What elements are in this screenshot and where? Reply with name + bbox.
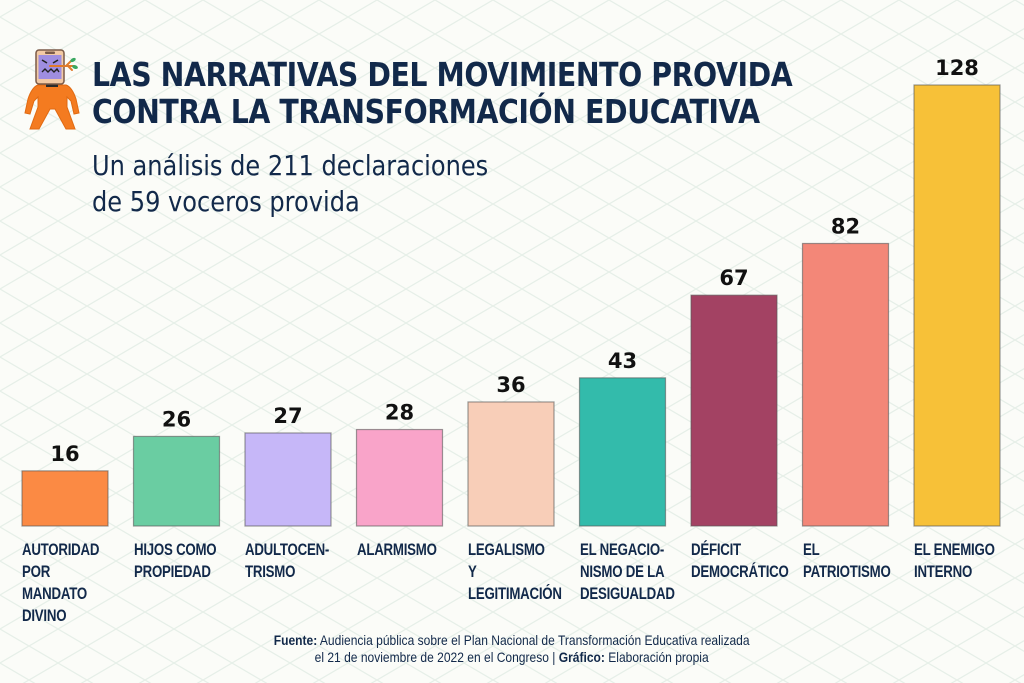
chart-subtitle-line-2: de 59 voceros provida [92,185,360,218]
bar-5 [467,401,555,527]
chart-subtitle-line-1: Un análisis de 211 declaraciones [92,149,489,182]
chart-title: LAS NARRATIVAS DEL MOVIMIENTO PROVIDA CO… [92,55,793,131]
angry-phone-mascot-icon [24,49,80,130]
bar-4 [355,428,444,527]
bar-8 [801,242,890,527]
bar-2 [132,435,221,527]
category-label-3: ADULTOCEN- TRISMO [245,540,330,581]
category-label-5: LEGALISMO Y LEGITIMACIÓN [468,540,562,603]
bar-value-label-8: 82 [831,214,860,238]
category-label-8: EL PATRIOTISMO [802,540,891,581]
bar-7 [690,294,778,527]
category-label-1: AUTORIDAD POR MANDATO DIVINO [22,540,100,625]
source-footer: Fuente: Audiencia pública sobre el Plan … [0,632,1024,666]
bar-value-label-6: 43 [608,349,637,373]
bar-6 [578,377,667,527]
bar-3 [244,432,332,527]
source-label: Fuente: [274,632,318,648]
category-label-7: DÉFICIT DEMOCRÁTICO [691,540,789,581]
bar-value-label-2: 26 [162,407,191,431]
category-label-4: ALARMISMO [356,540,437,559]
bar-value-label-1: 16 [50,442,79,466]
bar-value-label-9: 128 [935,56,979,80]
bar-1 [21,470,109,527]
category-label-9: EL ENEMIGO INTERNO [914,540,995,581]
graphic-label: Gráfico: [559,649,606,665]
bar-9 [913,84,1001,527]
source-text-line-2: el 21 de noviembre de 2022 en el Congres… [314,649,560,665]
chart-title-line-1: LAS NARRATIVAS DEL MOVIMIENTO PROVIDA [92,55,793,94]
chart-subtitle: Un análisis de 211 declaraciones de 59 v… [92,148,488,220]
chart-title-line-2: CONTRA LA TRANSFORMACIÓN EDUCATIVA [92,92,760,131]
bar-value-label-5: 36 [496,373,525,397]
graphic-text: Elaboración propia [605,649,710,665]
category-label-2: HIJOS COMO PROPIEDAD [133,540,217,581]
bar-value-label-4: 28 [385,401,414,425]
bar-value-label-3: 27 [273,404,302,428]
source-text-line-1: Audiencia pública sobre el Plan Nacional… [317,632,750,648]
bars-group [21,84,1001,527]
bar-value-label-7: 67 [719,266,748,290]
category-label-6: EL NEGACIO- NISMO DE LA DESIGUALDAD [579,540,675,603]
value-labels-group: 16 26 27 28 36 43 67 82 128 [50,56,979,466]
